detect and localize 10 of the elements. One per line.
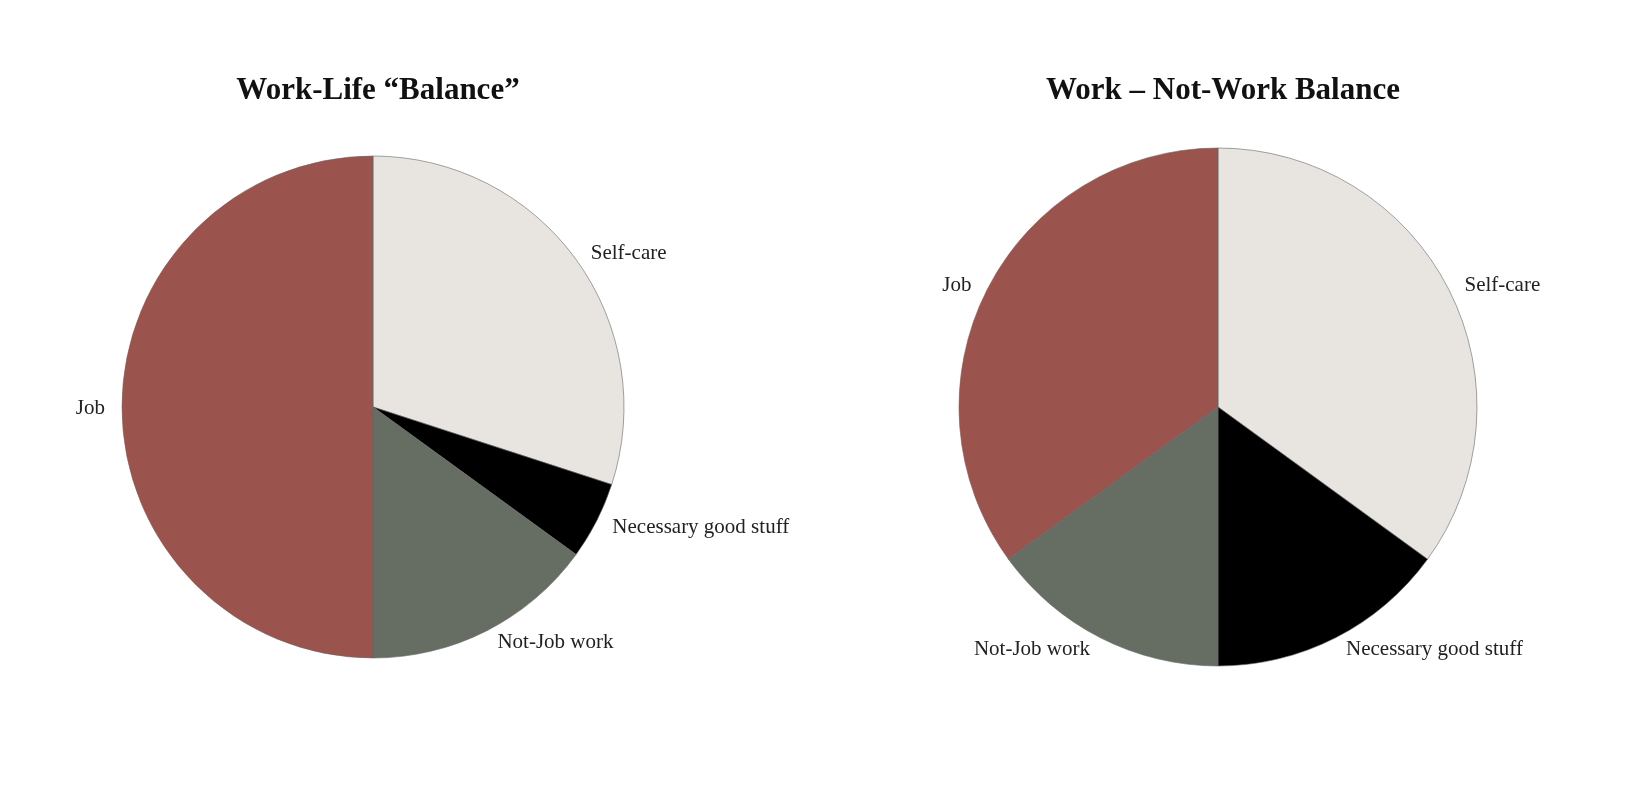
slice-label: Necessary good stuff [1346, 636, 1523, 661]
chart-title: Work – Not-Work Balance [1046, 71, 1400, 106]
chart-title: Work-Life “Balance” [236, 71, 520, 106]
slice-label: Job [75, 395, 105, 419]
slice-label: Job [942, 271, 972, 296]
slice-label: Not-Job work [497, 629, 614, 654]
slice-label: Necessary good stuff [612, 514, 790, 539]
slice-label: Not-Job work [973, 636, 1091, 661]
slice-label: Self-care [1464, 271, 1541, 296]
slice-label: Self-care [590, 240, 667, 265]
